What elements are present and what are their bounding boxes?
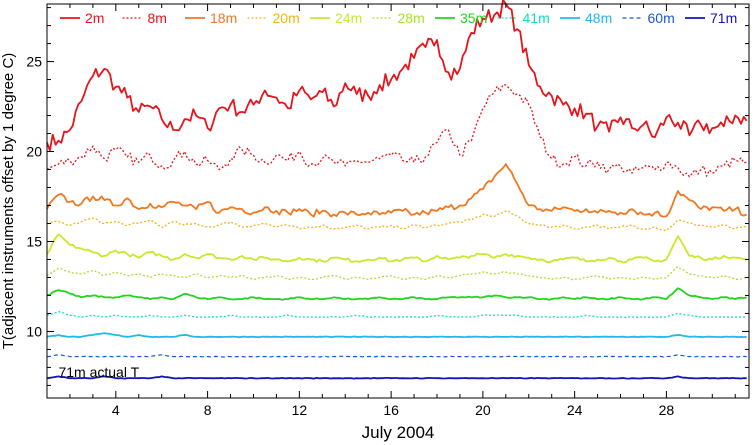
x-tick-label: 16: [383, 402, 399, 418]
series-line-24m: [46, 233, 747, 264]
legend-label-28m: 28m: [398, 10, 425, 26]
y-tick-label: 25: [26, 54, 42, 70]
legend-label-60m: 60m: [648, 10, 675, 26]
legend-label-18m: 18m: [210, 10, 237, 26]
legend-label-35m: 35m: [460, 10, 487, 26]
series-line-20m: [47, 210, 747, 232]
legend-label-20m: 20m: [273, 10, 300, 26]
x-tick-label: 8: [204, 402, 212, 418]
series-line-71m: [46, 375, 747, 380]
x-tick-label: 24: [567, 402, 583, 418]
y-tick-label: 20: [26, 144, 42, 160]
x-tick-label: 4: [112, 402, 120, 418]
series-line-35m: [46, 287, 747, 301]
legend-label-71m: 71m: [710, 10, 737, 26]
y-axis-label: T(adjacent instruments offset by 1 degre…: [0, 53, 17, 350]
series-layer: [46, 0, 748, 380]
legend-label-24m: 24m: [335, 10, 362, 26]
legend-label-8m: 8m: [148, 10, 167, 26]
legend-label-48m: 48m: [585, 10, 612, 26]
legend: 2m 8m 18m 20m 24m 28m 35m 41m 48m 60m 71m: [60, 10, 737, 26]
series-line-41m: [46, 310, 747, 319]
series-line-60m: [46, 354, 747, 358]
series-line-8m: [46, 84, 747, 178]
x-axis-label: July 2004: [362, 423, 435, 442]
x-tick-label: 12: [292, 402, 308, 418]
tick-layer: 4 8 12 16 20 24 28 10 15 20 25: [26, 4, 749, 418]
series-line-28m: [46, 266, 747, 281]
y-tick-label: 15: [26, 233, 42, 249]
plot-frame: [46, 3, 750, 399]
series-line-48m: [46, 332, 747, 339]
legend-label-41m: 41m: [523, 10, 550, 26]
series-line-2m: [46, 0, 748, 152]
x-tick-label: 20: [475, 402, 491, 418]
annotation-label: 71m actual T: [58, 364, 139, 380]
legend-label-2m: 2m: [85, 10, 104, 26]
x-tick-label: 28: [659, 402, 675, 418]
series-line-18m: [46, 163, 748, 218]
y-tick-label: 10: [26, 323, 42, 339]
